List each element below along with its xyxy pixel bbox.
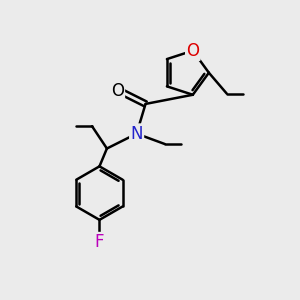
Text: O: O bbox=[186, 42, 199, 60]
Text: F: F bbox=[95, 233, 104, 251]
Text: N: N bbox=[130, 125, 143, 143]
Text: O: O bbox=[111, 82, 124, 100]
